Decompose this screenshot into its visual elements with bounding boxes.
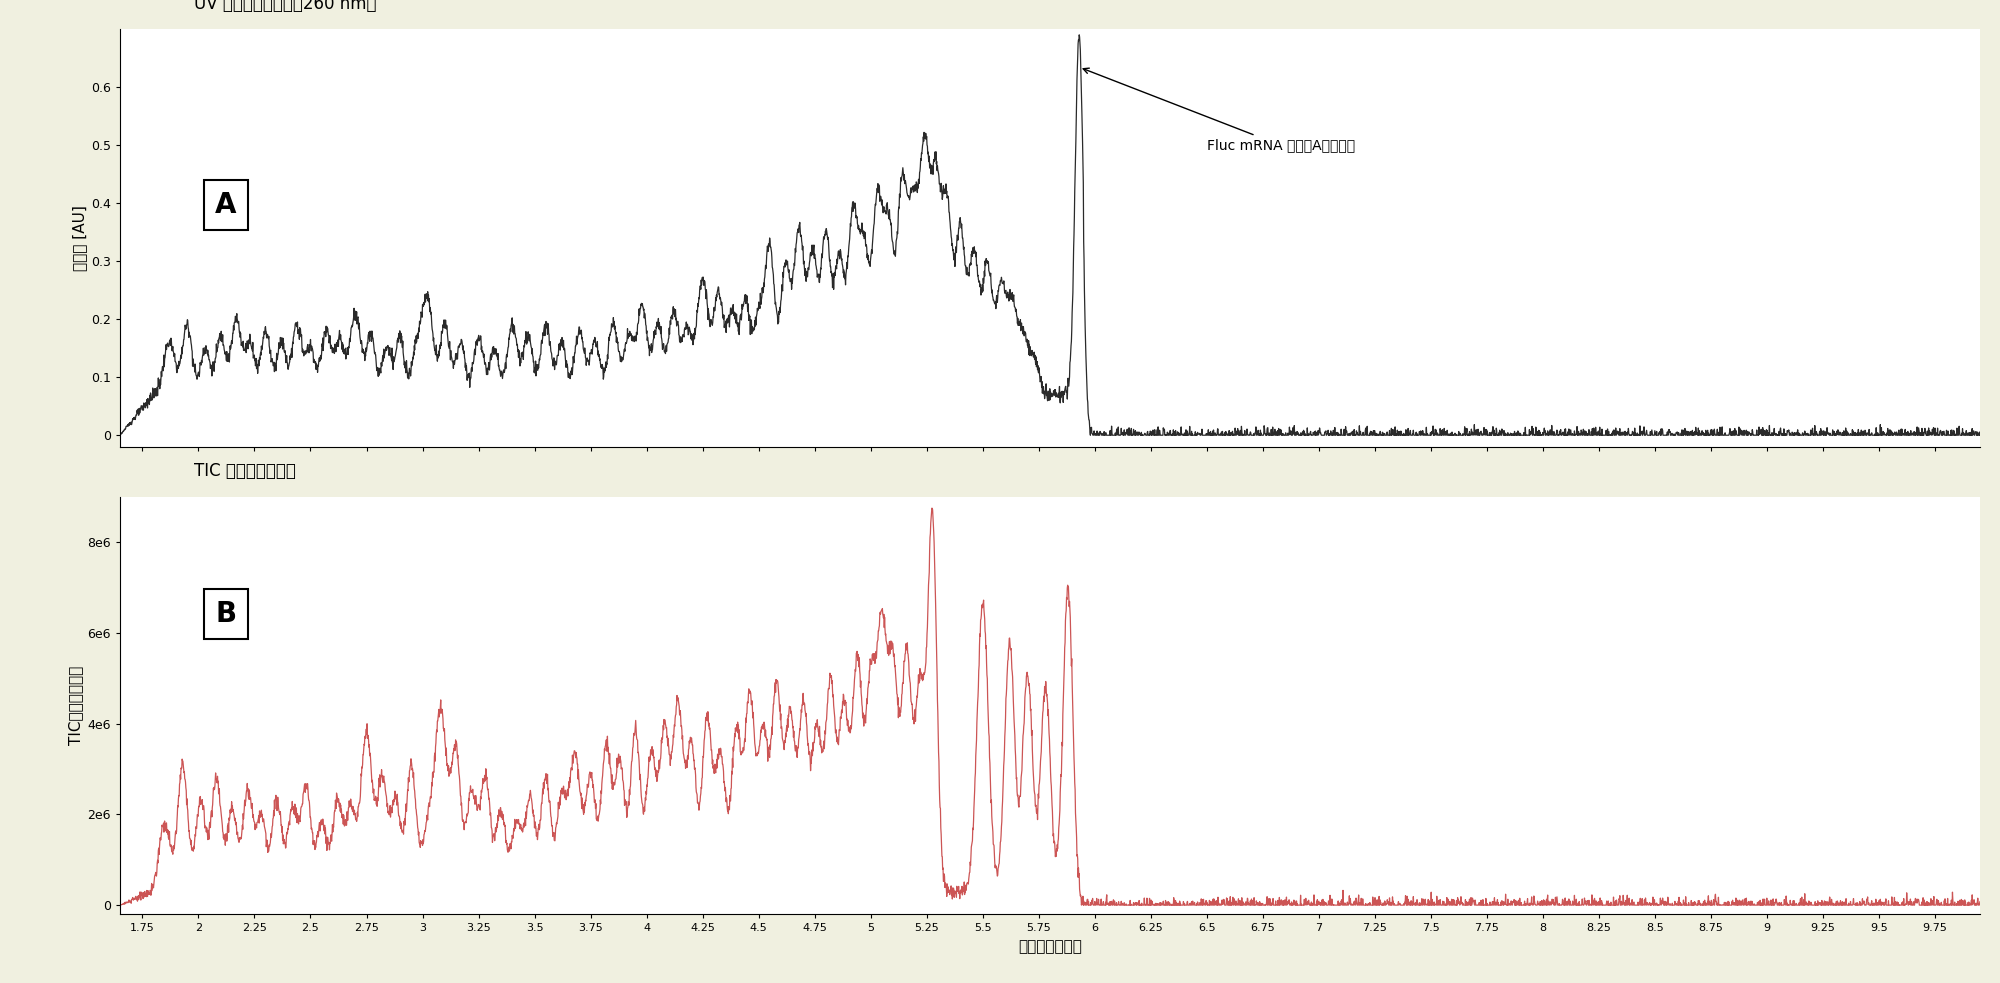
X-axis label: 保持時間［分］: 保持時間［分］: [1018, 939, 1082, 954]
Text: UV クロマトグラム（260 nm）: UV クロマトグラム（260 nm）: [194, 0, 376, 13]
Y-axis label: TIC［カウント］: TIC［カウント］: [68, 665, 84, 745]
Text: A: A: [216, 191, 236, 219]
Text: TIC クロマトグラム: TIC クロマトグラム: [194, 462, 296, 480]
Y-axis label: 吸光度 [AU]: 吸光度 [AU]: [72, 205, 86, 271]
Text: Fluc mRNA ポリ（A）テール: Fluc mRNA ポリ（A）テール: [1084, 68, 1354, 152]
Text: B: B: [216, 600, 236, 628]
